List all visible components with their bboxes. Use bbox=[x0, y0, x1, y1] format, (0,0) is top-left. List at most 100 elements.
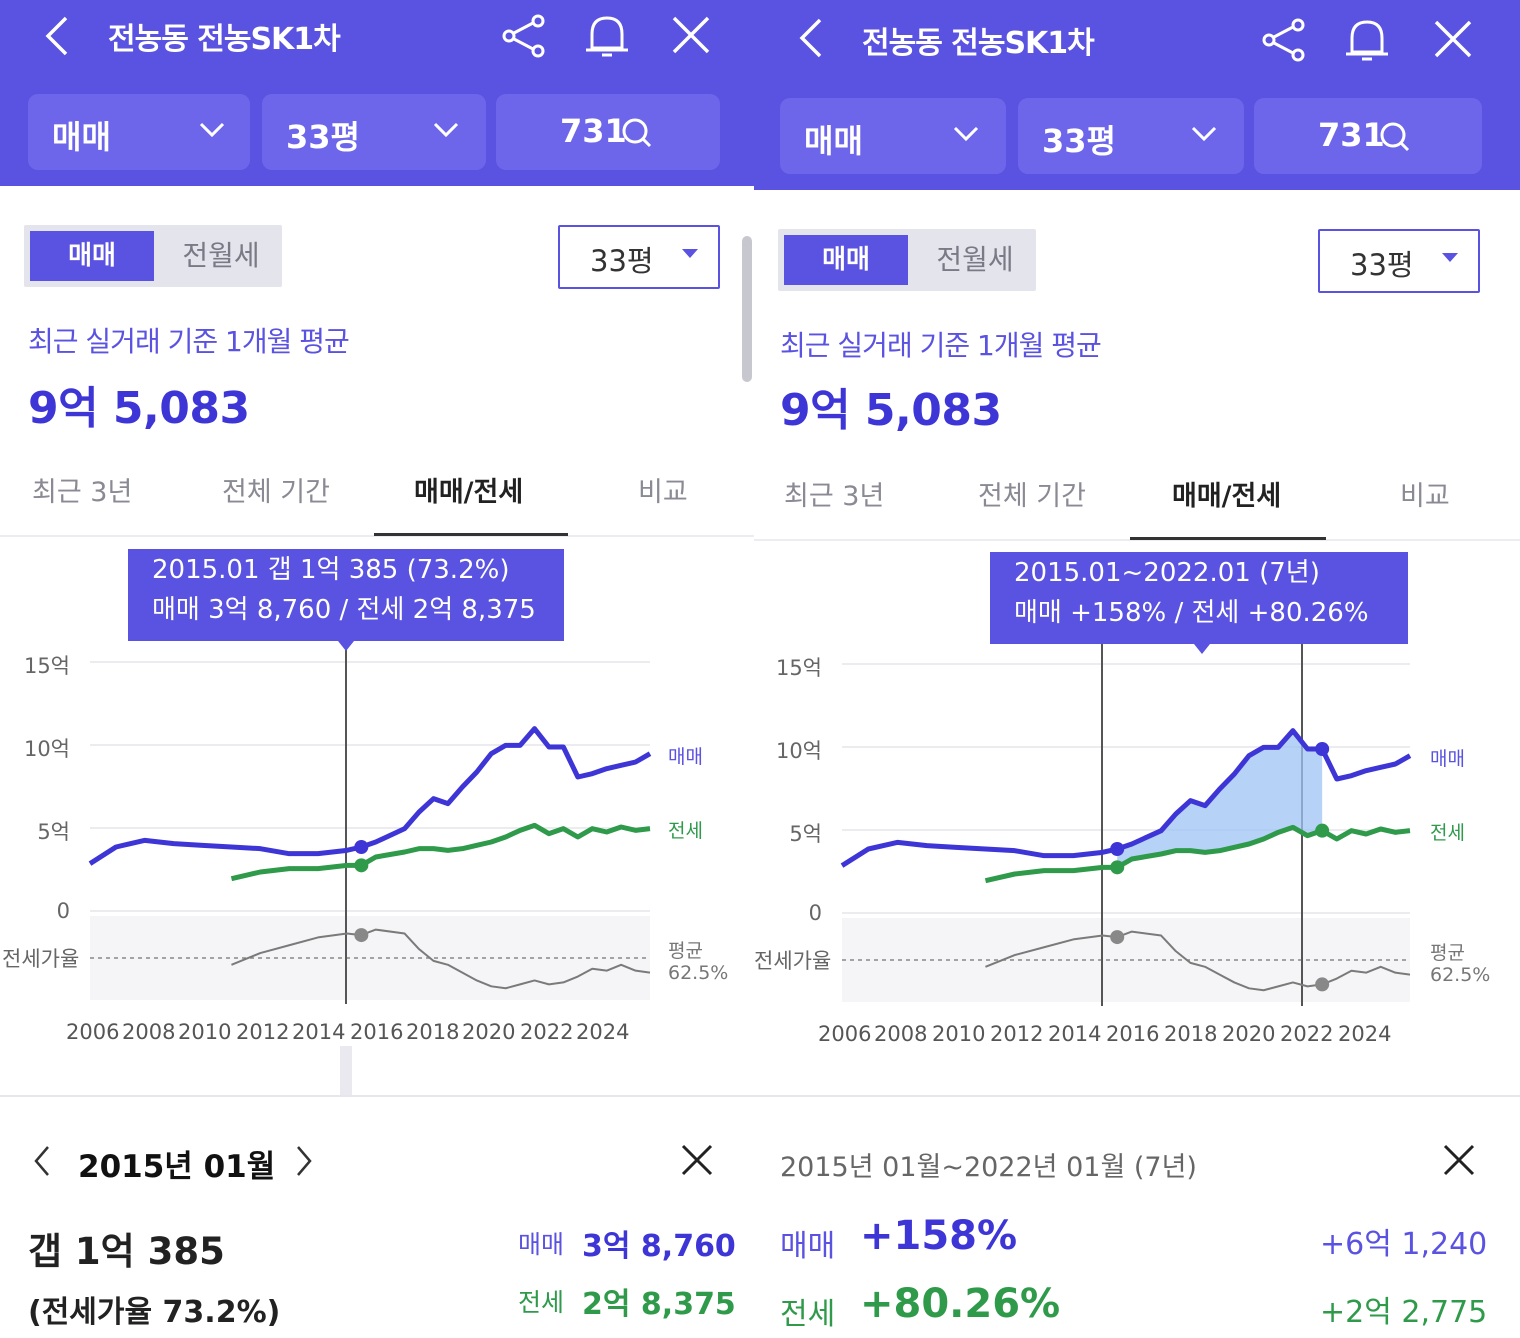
scrollbar[interactable] bbox=[742, 236, 752, 382]
legend-avg: 평균 bbox=[668, 940, 703, 962]
y-tick-0: 0 bbox=[56, 899, 70, 923]
size-label: 33평 bbox=[286, 118, 360, 156]
tab-divider bbox=[0, 535, 754, 537]
x-tick: 2010 bbox=[932, 1022, 986, 1046]
range-area bbox=[1117, 730, 1323, 868]
deal-segment: 매매 전월세 bbox=[778, 229, 1036, 291]
close-icon[interactable] bbox=[1442, 1143, 1476, 1177]
chevron-down-icon bbox=[1191, 126, 1217, 142]
sale-line bbox=[840, 728, 1412, 868]
detail-jeonse-amount: +2억 2,775 bbox=[1320, 1295, 1488, 1330]
close-icon[interactable] bbox=[670, 14, 712, 56]
y-tick-5: 5억 bbox=[789, 822, 822, 846]
x-tick: 2006 bbox=[66, 1020, 120, 1044]
segment-rent[interactable]: 전월세 bbox=[936, 243, 1014, 276]
detail-sale-label: 매매 bbox=[518, 1230, 565, 1259]
search-icon bbox=[622, 118, 652, 148]
x-tick: 2020 bbox=[1222, 1022, 1276, 1046]
price-chart[interactable] bbox=[754, 602, 1520, 1022]
pyeong-select[interactable]: 33평 bbox=[1318, 229, 1480, 293]
range-start-sale-point bbox=[1110, 842, 1125, 856]
tab-active-indicator bbox=[1130, 537, 1326, 540]
next-month-icon[interactable] bbox=[292, 1143, 316, 1179]
size-label: 33평 bbox=[1042, 122, 1116, 160]
deal-type-dropdown[interactable]: 매매 bbox=[780, 98, 1006, 174]
share-icon[interactable] bbox=[500, 12, 548, 60]
range-end-ratio-point bbox=[1315, 977, 1330, 992]
page-title: 전농동 전농SK1차 bbox=[108, 22, 341, 57]
tooltip-line-1: 2015.01~2022.01 (7년) bbox=[1014, 558, 1320, 588]
x-tick: 2012 bbox=[236, 1020, 290, 1044]
prev-month-icon[interactable] bbox=[30, 1143, 54, 1179]
x-tick: 2014 bbox=[292, 1020, 346, 1044]
segment-sale[interactable]: 매매 bbox=[30, 231, 154, 281]
range-start-jeonse-point bbox=[1110, 860, 1125, 875]
close-icon[interactable] bbox=[1432, 18, 1474, 60]
detail-jeonse-label: 전세 bbox=[780, 1297, 836, 1332]
detail-card: 2015년 01월~2022년 01월 (7년) 매매 +158% +6억 1,… bbox=[754, 1095, 1520, 1338]
x-tick: 2008 bbox=[874, 1022, 928, 1046]
tooltip-pointer bbox=[1194, 644, 1210, 654]
x-tick: 2016 bbox=[1106, 1022, 1160, 1046]
back-icon[interactable] bbox=[794, 16, 830, 60]
size-dropdown[interactable]: 33평 bbox=[262, 94, 486, 170]
x-tick: 2016 bbox=[350, 1020, 404, 1044]
legend-jeonse: 전세 bbox=[1430, 822, 1465, 844]
tab-sale-jeonse[interactable]: 매매/전세 bbox=[1172, 481, 1282, 512]
tab-all-period[interactable]: 전체 기간 bbox=[222, 477, 330, 508]
avg-label: 최근 실거래 기준 1개월 평균 bbox=[780, 329, 1102, 362]
ratio-axis-label: 전세가율 bbox=[2, 947, 80, 971]
bell-icon[interactable] bbox=[1342, 14, 1392, 64]
top-bar: 전농동 전농SK1차 매매 33평 731 bbox=[754, 0, 1520, 190]
y-tick-5: 5억 bbox=[37, 820, 70, 844]
tab-recent-3y[interactable]: 최근 3년 bbox=[784, 481, 885, 512]
ratio-line bbox=[231, 928, 651, 990]
x-tick: 2008 bbox=[122, 1020, 176, 1044]
tab-compare[interactable]: 비교 bbox=[638, 477, 688, 508]
back-icon[interactable] bbox=[40, 14, 76, 58]
deal-segment: 매매 전월세 bbox=[24, 225, 282, 287]
x-tick: 2024 bbox=[576, 1020, 630, 1044]
y-tick-15: 15억 bbox=[775, 656, 822, 680]
detail-period: 2015년 01월~2022년 01월 (7년) bbox=[780, 1152, 1197, 1183]
cursor-sale-point bbox=[354, 840, 369, 854]
chart-tooltip: 2015.01~2022.01 (7년) 매매 +158% / 전세 +80.2… bbox=[990, 552, 1408, 644]
tab-active-indicator bbox=[374, 533, 568, 536]
bell-icon[interactable] bbox=[582, 10, 632, 60]
segment-rent[interactable]: 전월세 bbox=[182, 239, 260, 272]
share-icon[interactable] bbox=[1260, 16, 1308, 64]
deal-type-dropdown[interactable]: 매매 bbox=[28, 94, 250, 170]
chevron-down-icon bbox=[199, 122, 225, 138]
deal-type-label: 매매 bbox=[804, 122, 863, 160]
x-tick: 2022 bbox=[520, 1020, 574, 1044]
tooltip-pointer bbox=[338, 641, 354, 651]
jeonse-line bbox=[230, 822, 651, 882]
search-button[interactable]: 731 bbox=[496, 94, 720, 170]
pyeong-select[interactable]: 33평 bbox=[558, 225, 720, 289]
price-chart[interactable] bbox=[0, 600, 754, 1020]
avg-label: 최근 실거래 기준 1개월 평균 bbox=[28, 325, 350, 358]
size-dropdown[interactable]: 33평 bbox=[1018, 98, 1244, 174]
detail-sale-amount: +6억 1,240 bbox=[1320, 1227, 1488, 1262]
detail-ratio: (전세가율 73.2%) bbox=[28, 1295, 281, 1330]
search-button[interactable]: 731 bbox=[1254, 98, 1482, 174]
tab-sale-jeonse[interactable]: 매매/전세 bbox=[414, 477, 524, 508]
tab-recent-3y[interactable]: 최근 3년 bbox=[32, 477, 133, 508]
tab-all-period[interactable]: 전체 기간 bbox=[978, 481, 1086, 512]
tab-divider bbox=[754, 539, 1520, 541]
detail-card: 2015년 01월 갭 1억 385 (전세가율 73.2%) 매매 3억 8,… bbox=[0, 1095, 754, 1338]
detail-jeonse-pct: +80.26% bbox=[860, 1281, 1061, 1327]
y-tick-10: 10억 bbox=[23, 737, 70, 761]
segment-sale[interactable]: 매매 bbox=[784, 235, 908, 285]
top-bar: 전농동 전농SK1차 매매 33평 731 bbox=[0, 0, 754, 186]
pyeong-select-value: 33평 bbox=[1350, 248, 1414, 282]
detail-sale-pct: +158% bbox=[860, 1213, 1018, 1259]
right-panel: 전농동 전농SK1차 매매 33평 731 매매 전월세 33평 최근 실거래 … bbox=[754, 0, 1520, 1338]
tooltip-line-2: 매매 +158% / 전세 +80.26% bbox=[1014, 598, 1369, 628]
left-panel: 전농동 전농SK1차 매매 33평 731 매매 전월세 33평 최근 실거래 … bbox=[0, 0, 754, 1338]
legend-avg-value: 62.5% bbox=[1430, 964, 1491, 986]
close-icon[interactable] bbox=[680, 1143, 714, 1177]
tab-compare[interactable]: 비교 bbox=[1400, 481, 1450, 512]
range-handle[interactable] bbox=[340, 1046, 352, 1096]
y-tick-0: 0 bbox=[808, 901, 822, 925]
